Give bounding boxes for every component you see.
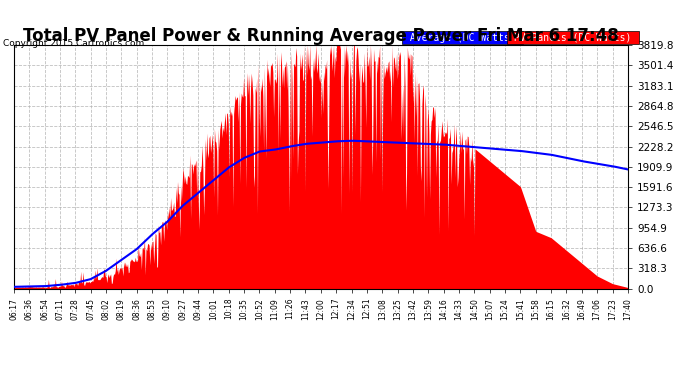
- Text: Copyright 2015 Cartronics.com: Copyright 2015 Cartronics.com: [3, 39, 145, 48]
- Title: Total PV Panel Power & Running Average Power Fri Mar 6 17:48: Total PV Panel Power & Running Average P…: [23, 27, 619, 45]
- Text: Average (DC Watts): Average (DC Watts): [404, 33, 521, 43]
- Text: PV Panels (DC Watts): PV Panels (DC Watts): [508, 33, 638, 43]
